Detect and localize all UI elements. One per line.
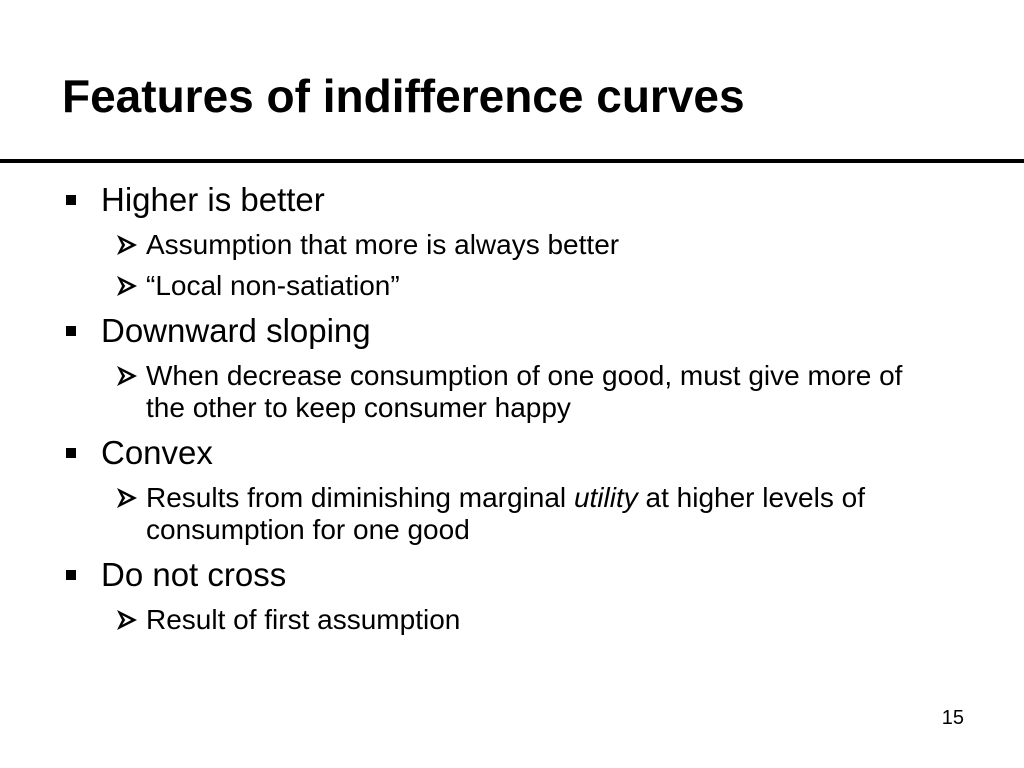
bullet-list: Higher is better Assumption that more is …: [0, 171, 1000, 636]
bullet-item: Higher is better Assumption that more is …: [0, 180, 1000, 302]
sub-list: When decrease consumption of one good, m…: [0, 360, 1000, 424]
bullet-text: Do not cross: [0, 555, 1000, 595]
sub-text: “Local non-satiation”: [146, 270, 400, 301]
bullet-item: Downward sloping When decrease consumptio…: [0, 311, 1000, 424]
page-number: 15: [941, 707, 964, 729]
bullet-item: Do not cross Result of first assumption: [0, 555, 1000, 636]
slide-title: Features of indifference curves: [62, 70, 745, 122]
sub-text: at higher levels of consumption for one …: [146, 482, 873, 545]
bullet-text: Downward sloping: [0, 311, 1000, 351]
sub-item: Results from diminishing marginal utilit…: [0, 482, 1000, 546]
emphasis-text: utility: [573, 482, 638, 513]
bullet-text: Higher is better: [0, 180, 1000, 220]
sub-text: Results from diminishing marginal: [146, 482, 574, 513]
sub-text: When decrease consumption of one good, m…: [146, 360, 911, 423]
sub-item: “Local non-satiation”: [0, 270, 1000, 302]
sub-item: When decrease consumption of one good, m…: [0, 360, 1000, 424]
sub-list: Assumption that more is always better “Lo…: [0, 229, 1000, 302]
title-rule: [0, 159, 1024, 163]
sub-item: Result of first assumption: [0, 604, 1000, 636]
sub-list: Result of first assumption: [0, 604, 1000, 636]
sub-list: Results from diminishing marginal utilit…: [0, 482, 1000, 546]
sub-text: Assumption that more is always better: [146, 229, 620, 260]
bullet-text: Convex: [0, 433, 1000, 473]
sub-item: Assumption that more is always better: [0, 229, 1000, 261]
sub-text: Result of first assumption: [146, 604, 461, 635]
bullet-item: Convex Results from diminishing marginal …: [0, 433, 1000, 546]
